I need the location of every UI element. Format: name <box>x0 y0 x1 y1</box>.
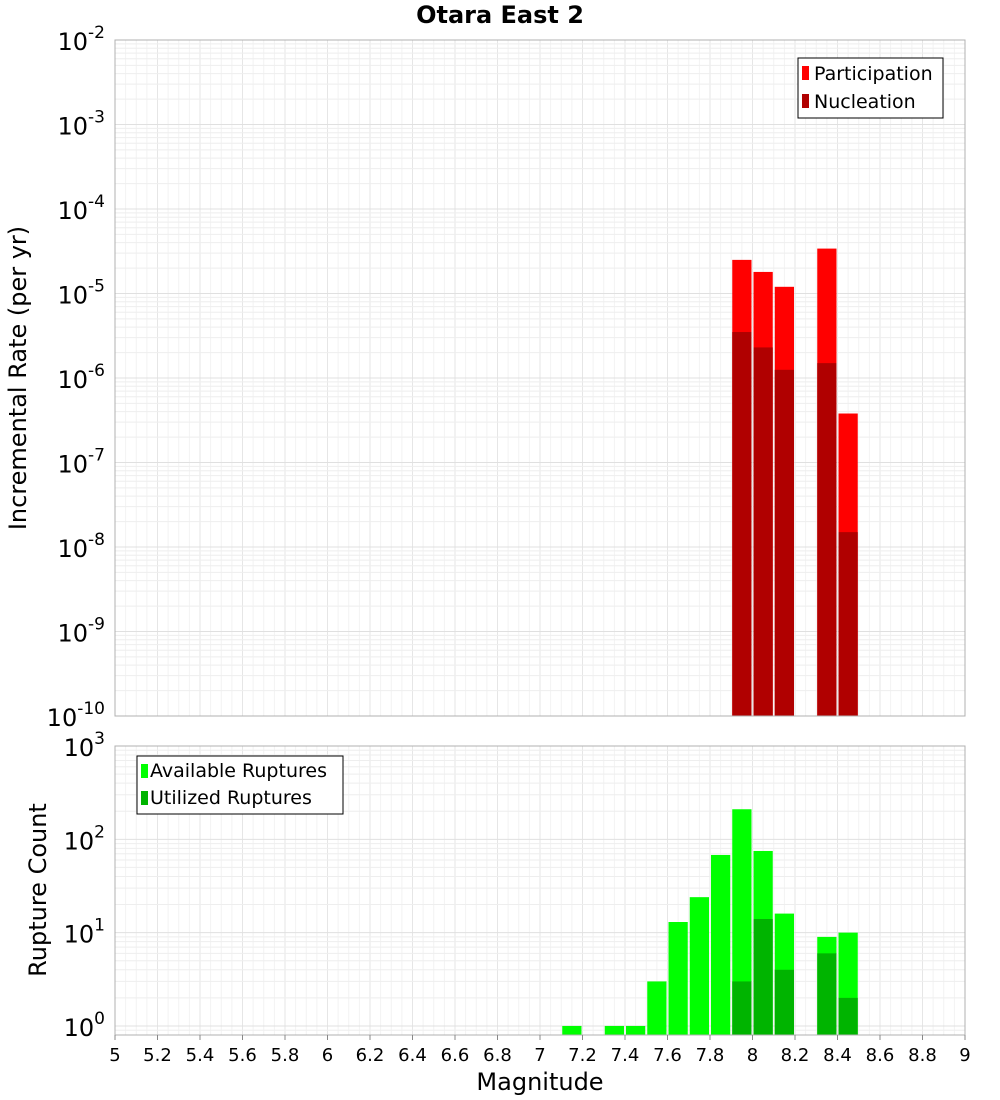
bottom-bar-available-ruptures <box>732 809 752 1035</box>
legend-swatch-nucleation <box>802 94 809 108</box>
x-tick-label: 7.4 <box>611 1045 640 1066</box>
top-plot-border <box>114 39 966 717</box>
x-tick-label: 7.2 <box>568 1045 597 1066</box>
bottom-bar-available-ruptures <box>626 1025 646 1035</box>
top-y-axis-title: Incremental Rate (per yr) <box>4 226 32 530</box>
top-bar-nucleation <box>838 532 858 716</box>
top-y-tick-label: 10-2 <box>58 23 106 56</box>
legend-label-participation: Participation <box>814 63 933 85</box>
bottom-bar-available-ruptures <box>562 1025 582 1035</box>
bottom-y-tick-label: 100 <box>64 1009 105 1042</box>
x-tick-label: 7.8 <box>696 1045 725 1066</box>
x-tick-label: 8.2 <box>781 1045 810 1066</box>
top-bar-nucleation <box>774 369 794 716</box>
top-y-ticks: 10-10 10-9 10-8 10-7 10-6 10-5 10-4 10-3 10-2 <box>47 23 105 732</box>
top-grid <box>114 40 966 717</box>
chart-title: Otara East 2 <box>416 1 584 29</box>
x-tick-label: 6.4 <box>398 1045 427 1066</box>
x-tick-label: 8.6 <box>866 1045 895 1066</box>
legend-swatch-available-ruptures <box>141 764 148 778</box>
top-legend: Participation Nucleation <box>797 57 944 119</box>
top-y-tick-label: 10-4 <box>58 192 106 225</box>
top-panel: 10-10 10-9 10-8 10-7 10-6 10-5 10-4 10-3 10-2 In… <box>4 23 966 732</box>
bottom-bar-utilized-ruptures <box>817 953 837 1035</box>
top-y-tick-label: 10-3 <box>58 108 106 141</box>
top-y-tick-label: 10-9 <box>58 615 106 648</box>
bottom-y-tick-label: 102 <box>64 822 105 855</box>
x-tick-label: 5 <box>109 1045 120 1066</box>
x-tick-label: 5.2 <box>143 1045 172 1066</box>
bottom-bar-utilized-ruptures <box>732 981 752 1035</box>
bottom-bar-available-ruptures <box>647 981 667 1035</box>
bottom-bar-utilized-ruptures <box>774 969 794 1035</box>
legend-label-nucleation: Nucleation <box>814 91 916 113</box>
x-tick-label: 8.8 <box>908 1045 937 1066</box>
top-y-tick-label: 10-6 <box>58 361 106 394</box>
bottom-bar-available-ruptures <box>711 854 731 1035</box>
x-tick-label: 6.2 <box>356 1045 385 1066</box>
bottom-legend-box <box>136 755 344 815</box>
bottom-panel: 100 101 102 103 5 5.2 5.4 5.6 5.8 6 6.2 6.4 6.6 6.8 7… <box>24 729 971 1096</box>
x-axis-title: Magnitude <box>476 1068 603 1096</box>
x-tick-label: 7 <box>534 1045 545 1066</box>
bottom-y-axis-title: Rupture Count <box>24 803 52 977</box>
top-y-tick-label: 10-7 <box>58 446 106 479</box>
x-tick-label: 9 <box>959 1045 970 1066</box>
legend-swatch-utilized-ruptures <box>141 791 148 805</box>
top-bars <box>732 248 858 716</box>
x-tick-label: 8 <box>747 1045 758 1066</box>
x-tick-label: 8.4 <box>823 1045 852 1066</box>
bottom-bar-utilized-ruptures <box>838 997 858 1035</box>
legend-label-utilized-ruptures: Utilized Ruptures <box>150 787 312 809</box>
x-tick-label: 6.8 <box>483 1045 512 1066</box>
x-tick-label: 7.6 <box>653 1045 682 1066</box>
bottom-bar-available-ruptures <box>604 1025 624 1035</box>
bottom-bar-available-ruptures <box>689 897 709 1035</box>
top-bar-nucleation <box>817 363 837 716</box>
bottom-y-tick-label: 101 <box>64 916 105 949</box>
bottom-bars <box>562 809 858 1035</box>
x-tick-label: 5.8 <box>271 1045 300 1066</box>
top-bar-nucleation <box>753 347 773 716</box>
legend-label-available-ruptures: Available Ruptures <box>150 760 327 782</box>
top-y-tick-label: 10-8 <box>58 530 106 563</box>
bottom-legend: Available Ruptures Utilized Ruptures <box>136 755 344 815</box>
top-bar-nucleation <box>732 332 752 716</box>
bottom-bar-available-ruptures <box>668 922 688 1035</box>
x-tick-label: 5.6 <box>228 1045 257 1066</box>
x-tick-label: 5.4 <box>186 1045 215 1066</box>
bottom-bar-utilized-ruptures <box>753 919 773 1035</box>
x-tick-label: 6.6 <box>441 1045 470 1066</box>
top-y-tick-label: 10-5 <box>58 277 106 310</box>
bottom-y-ticks: 100 101 102 103 <box>64 729 105 1042</box>
legend-swatch-participation <box>802 66 809 80</box>
x-tick-label: 6 <box>322 1045 333 1066</box>
top-legend-box <box>797 57 944 119</box>
bottom-y-tick-label: 103 <box>64 729 105 762</box>
top-y-tick-label: 10-10 <box>47 699 105 732</box>
x-ticks: 5 5.2 5.4 5.6 5.8 6 6.2 6.4 6.6 6.8 7 7.2 7.4 7.6 7.8 8… <box>109 1035 971 1066</box>
